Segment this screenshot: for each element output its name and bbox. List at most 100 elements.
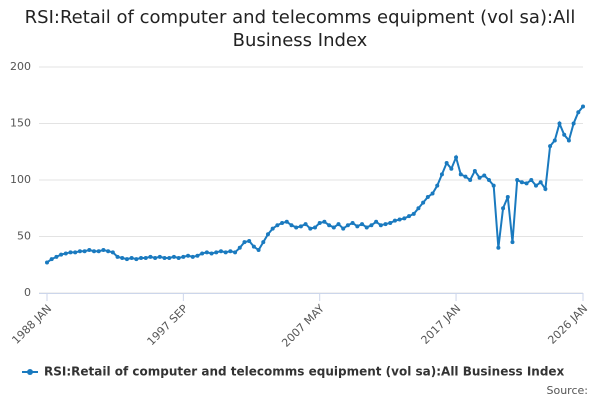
data-point	[501, 206, 506, 211]
data-point	[505, 194, 510, 199]
data-point	[533, 183, 538, 188]
data-point	[552, 138, 557, 143]
y-tick-label: 0	[24, 286, 31, 299]
data-point	[581, 104, 585, 109]
data-point	[186, 253, 191, 258]
data-point	[416, 206, 421, 211]
data-point	[157, 254, 162, 259]
data-point	[120, 255, 125, 260]
data-point	[73, 250, 78, 255]
data-point	[402, 216, 407, 221]
data-point	[364, 225, 369, 230]
data-point	[510, 240, 515, 245]
x-tick-label: 1997 SEP	[145, 302, 191, 348]
data-point	[411, 211, 416, 216]
data-point	[237, 245, 242, 250]
data-point	[270, 226, 275, 231]
data-point	[251, 244, 256, 249]
data-point	[176, 255, 181, 260]
data-point	[294, 225, 299, 230]
data-point	[496, 245, 501, 250]
data-point	[378, 223, 383, 228]
data-point	[317, 220, 322, 225]
data-point	[491, 183, 496, 188]
data-point	[167, 255, 172, 260]
data-point	[463, 174, 468, 179]
data-point	[181, 254, 186, 259]
data-point	[430, 191, 435, 196]
data-point	[327, 223, 332, 228]
x-tick-label: 2017 JAN	[419, 302, 464, 347]
x-tick-label: 2026 JAN	[545, 302, 590, 347]
data-point	[543, 187, 548, 192]
data-point	[218, 249, 223, 254]
data-point	[360, 222, 365, 227]
data-point	[92, 249, 97, 254]
chart-title: RSI:Retail of computer and telecomms equ…	[24, 7, 576, 51]
data-point	[223, 250, 228, 255]
data-point	[566, 138, 571, 143]
data-point	[486, 178, 491, 182]
data-point	[313, 225, 317, 230]
data-point	[468, 178, 473, 182]
data-point	[87, 248, 92, 253]
data-point	[261, 240, 266, 245]
data-point	[308, 226, 313, 231]
data-point	[336, 222, 341, 227]
data-point	[214, 250, 219, 255]
data-point	[421, 200, 426, 205]
data-point	[124, 257, 129, 262]
source: Source:	[547, 384, 589, 397]
data-point	[77, 249, 82, 254]
data-point	[515, 178, 520, 182]
data-point	[204, 250, 209, 255]
data-point	[228, 249, 233, 254]
data-point	[519, 180, 524, 185]
data-point	[322, 219, 327, 224]
series-line	[46, 105, 584, 264]
data-point	[562, 132, 567, 137]
data-point	[143, 255, 148, 260]
data-point	[256, 248, 261, 253]
y-tick-label: 100	[10, 173, 31, 186]
data-point	[435, 183, 440, 188]
data-point	[190, 254, 195, 259]
data-point	[472, 168, 477, 173]
data-point	[439, 172, 444, 177]
data-point	[82, 249, 87, 254]
data-point	[247, 239, 252, 244]
data-point	[369, 223, 374, 228]
data-point	[115, 254, 120, 259]
data-point	[392, 218, 397, 223]
data-point	[54, 254, 59, 259]
legend-label: RSI:Retail of computer and telecomms equ…	[44, 365, 565, 379]
data-point	[200, 251, 205, 256]
data-point	[101, 248, 106, 253]
data-point	[110, 250, 115, 255]
data-point	[59, 252, 64, 257]
data-point	[171, 254, 176, 259]
x-tick-label: 2007 MAY	[279, 302, 327, 350]
data-point	[139, 255, 144, 260]
data-point	[538, 180, 543, 185]
data-point	[331, 225, 336, 230]
data-point	[265, 232, 270, 237]
data-point	[548, 144, 553, 149]
data-point	[477, 175, 482, 180]
data-point	[407, 214, 412, 219]
data-point	[482, 173, 487, 178]
data-point	[345, 223, 350, 228]
legend-marker	[27, 369, 33, 375]
x-tick-label: 1988 JAN	[9, 302, 54, 347]
data-point	[153, 255, 158, 260]
y-tick-label: 50	[17, 230, 31, 243]
data-point	[303, 222, 308, 227]
data-point	[162, 255, 167, 260]
data-point	[458, 172, 463, 177]
data-point	[134, 257, 139, 262]
data-point	[557, 121, 562, 126]
data-point	[425, 194, 430, 199]
data-point	[383, 222, 388, 227]
